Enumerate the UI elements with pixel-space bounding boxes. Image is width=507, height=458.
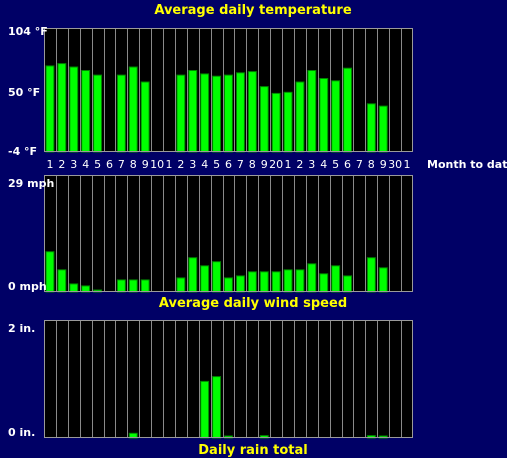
x-tick-label-19: 9 [261,158,268,171]
wind-plot-frame [44,175,413,292]
temp-bar-day-14 [200,73,210,153]
x-tick-label-8: 8 [130,158,137,171]
rain-plot-area [44,320,413,438]
rain-bar-day-14 [200,380,210,439]
wind-bar-day-18 [247,271,257,293]
wind-bar-day-16 [224,277,233,293]
wind-bar-day-20 [271,271,281,293]
wind-bar-day-12 [176,277,186,293]
wind-bar-day-28 [366,257,376,293]
temp-bar-day-23 [307,70,317,153]
wind-bar-day-26 [343,275,353,293]
x-tick-label-27: 7 [356,158,363,171]
temp-bar-day-1 [45,65,55,153]
wind-bar-day-1 [45,251,55,293]
x-tick-label-7: 7 [118,158,125,171]
x-tick-label-16: 6 [225,158,232,171]
wind-y-tick-label: 29 mph [8,177,54,190]
wind-bar-day-15 [212,261,222,293]
x-tick-label-22: 2 [296,158,303,171]
x-tick-label-9: 9 [142,158,149,171]
wind-bar-day-23 [307,263,317,293]
wind-bar-day-3 [69,283,79,293]
wind-bar-day-7 [116,279,126,293]
x-tick-label-28: 8 [368,158,375,171]
rain-y-tick-label: 0 in. [8,426,35,439]
temp-bar-day-2 [57,63,67,153]
x-tick-label-4: 4 [82,158,89,171]
wind-bar-day-2 [57,269,67,293]
temp-bar-day-8 [128,66,138,153]
temp-bar-day-28 [366,103,376,153]
rain-plot-frame [44,320,413,438]
x-tick-label-11: 1 [166,158,173,171]
x-tick-label-12: 2 [177,158,184,171]
temp-bar-day-13 [188,70,198,153]
x-tick-label-25: 5 [332,158,339,171]
wind-bar-day-24 [319,273,329,293]
wind-y-tick-label: 0 mph [8,280,47,293]
wind-bar-day-8 [128,279,138,293]
wind-plot-area [44,175,413,292]
temp-bar-day-21 [283,91,293,153]
wind-bar-day-29 [378,267,388,293]
x-tick-label-18: 8 [249,158,256,171]
temp-bar-day-22 [295,81,305,153]
x-tick-label-15: 5 [213,158,220,171]
x-tick-label-26: 6 [344,158,351,171]
wind-bar-day-9 [140,279,150,293]
wind-bar-day-13 [188,257,198,293]
temp-bar-day-7 [116,74,126,153]
temp-bar-day-24 [319,78,329,153]
temp-bar-day-25 [331,80,341,153]
temp-bar-day-19 [259,86,269,153]
temp-bar-day-5 [93,74,102,153]
temp-bar-day-26 [343,67,353,153]
x-tick-label-20: 20 [269,158,283,171]
temp-plot-frame [44,28,413,152]
x-tick-label-17: 7 [237,158,244,171]
x-tick-label-1: 1 [47,158,54,171]
temp-bar-day-9 [140,81,150,153]
temp-bar-day-4 [81,70,91,153]
x-tick-label-6: 6 [106,158,113,171]
wind-bar-day-25 [331,265,341,293]
wind-bar-day-21 [283,269,293,293]
wind-bar-day-14 [200,265,210,293]
x-tick-label-24: 4 [320,158,327,171]
wind-bar-day-17 [236,275,245,293]
x-tick-label-30: 30 [388,158,402,171]
wind-chart-title: Average daily wind speed [159,296,347,311]
temp-bar-day-3 [69,66,79,153]
rain-chart-title: Daily rain total [198,443,307,458]
temp-y-tick-label: 50 °F [8,86,40,99]
temp-bar-day-20 [271,92,281,153]
wind-bar-day-19 [259,271,269,293]
x-tick-label-21: 1 [285,158,292,171]
x-tick-label-23: 3 [308,158,315,171]
temp-bar-day-18 [247,71,257,153]
x-tick-label-14: 4 [201,158,208,171]
temp-y-tick-label: -4 °F [8,145,37,158]
x-tick-label-10: 10 [150,158,164,171]
rain-y-tick-label: 2 in. [8,322,35,335]
x-tick-label-31: 1 [404,158,411,171]
rain-bar-day-15 [212,376,222,439]
temp-bar-day-17 [236,72,245,153]
temperature-chart-title: Average daily temperature [154,3,351,18]
temp-bar-day-15 [212,75,222,153]
x-tick-label-5: 5 [94,158,101,171]
x-tick-label-3: 3 [70,158,77,171]
temp-bar-day-16 [224,74,233,153]
x-axis-label: Month to date [427,158,507,171]
x-tick-label-13: 3 [189,158,196,171]
wind-bar-day-22 [295,269,305,293]
temp-bar-day-12 [176,74,186,153]
x-tick-label-29: 9 [380,158,387,171]
x-tick-label-2: 2 [58,158,65,171]
temp-y-tick-label: 104 °F [8,25,48,38]
temp-bar-day-29 [378,105,388,153]
